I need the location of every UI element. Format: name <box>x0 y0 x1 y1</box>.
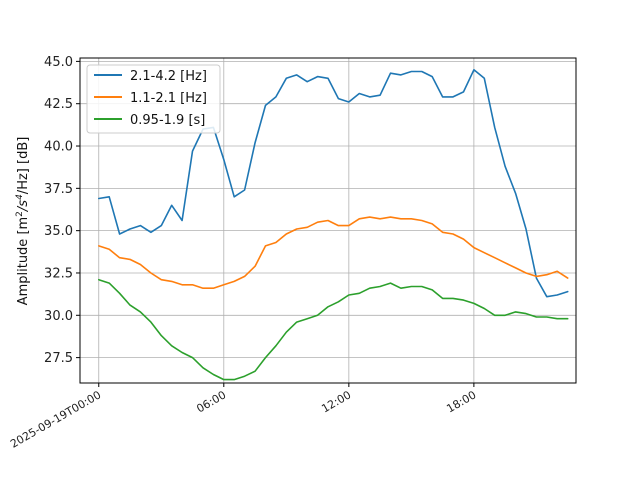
legend-label-3: 0.95-1.9 [s] <box>130 113 205 128</box>
legend: 2.1-4.2 [Hz] 1.1-2.1 [Hz] 0.95-1.9 [s] <box>86 64 221 134</box>
series-line-1 <box>98 69 569 298</box>
y-axis: 27.5 30.0 32.5 35.0 37.5 40.0 42.5 45.0 <box>44 55 80 366</box>
y-tick-label: 27.5 <box>44 351 73 366</box>
y-label-mid: /s <box>16 200 31 212</box>
y-tick-label: 40.0 <box>44 140 73 155</box>
y-tick-label: 35.0 <box>44 224 73 239</box>
y-label-prefix: Amplitude [m <box>16 217 31 306</box>
y-tick-label: 37.5 <box>44 182 73 197</box>
y-label-sup1: 2 <box>15 211 25 217</box>
legend-label-2: 1.1-2.1 [Hz] <box>130 91 207 106</box>
series-line-3 <box>98 278 569 381</box>
series-lines <box>98 69 569 381</box>
legend-box <box>86 64 221 134</box>
series-line-2 <box>98 216 569 290</box>
y-tick-label: 30.0 <box>44 309 73 324</box>
legend-label-1: 2.1-4.2 [Hz] <box>130 69 207 84</box>
y-axis-label: Amplitude [m2/s4/Hz] [dB] <box>15 137 31 306</box>
y-tick-label: 45.0 <box>44 55 73 70</box>
y-tick-label: 42.5 <box>44 97 73 112</box>
y-label-sup2: 4 <box>15 194 25 200</box>
y-label-suffix: /Hz] [dB] <box>16 137 31 195</box>
y-tick-label: 32.5 <box>44 266 73 281</box>
plot-frame <box>79 57 577 384</box>
